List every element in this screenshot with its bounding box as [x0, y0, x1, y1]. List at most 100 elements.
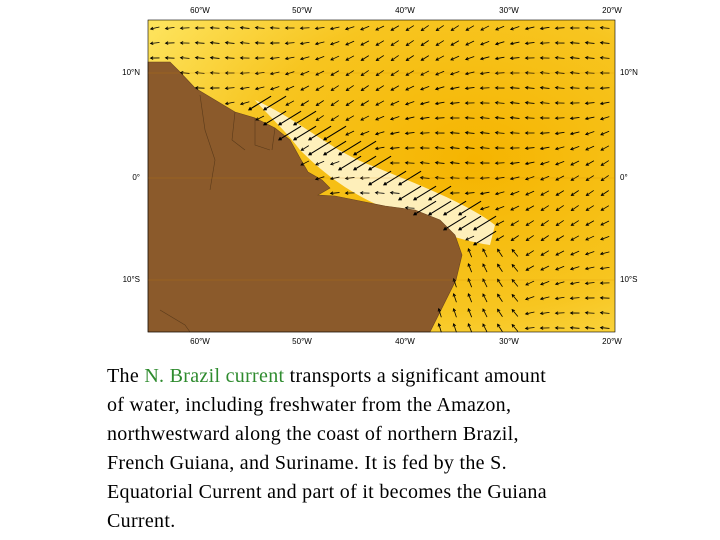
lat-label: 10°S: [123, 275, 140, 284]
vector-arrow: [584, 281, 595, 286]
vector-arrow: [390, 55, 399, 62]
vector-arrow: [570, 190, 579, 196]
vector-arrow: [464, 146, 475, 150]
vector-arrow: [497, 308, 503, 317]
vector-arrow: [510, 205, 520, 211]
vector-arrow: [360, 40, 370, 46]
vector-arrow: [584, 26, 595, 30]
vector-arrow: [345, 85, 354, 92]
vector-arrow: [599, 266, 610, 271]
vector-arrow: [540, 265, 550, 271]
vector-arrow: [344, 191, 355, 195]
vector-arrow: [584, 311, 595, 315]
vector-arrow: [315, 85, 325, 91]
vector-arrow: [465, 235, 475, 241]
vector-arrow: [480, 25, 490, 31]
vector-arrow: [464, 86, 475, 91]
vector-arrow: [599, 101, 610, 106]
vector-arrow: [465, 25, 475, 31]
vector-arrow: [599, 326, 610, 330]
vector-arrow: [307, 140, 332, 156]
vector-arrow: [427, 200, 452, 216]
vector-arrow: [300, 145, 310, 151]
vector-arrow: [449, 86, 460, 91]
vector-arrow: [449, 146, 460, 150]
vector-arrow: [449, 131, 460, 135]
caption-text: transports a significant amount: [289, 365, 547, 387]
vector-arrow: [554, 56, 565, 60]
vector-arrow: [330, 85, 339, 91]
vector-arrow: [497, 263, 503, 272]
vector-arrow: [584, 116, 595, 121]
vector-arrow: [269, 26, 280, 30]
vector-arrow: [497, 248, 503, 257]
vector-arrow: [540, 205, 550, 211]
vector-arrow: [262, 110, 287, 126]
vector-arrow: [467, 323, 473, 333]
vector-arrow: [494, 101, 505, 105]
vector-arrow: [292, 125, 317, 141]
vector-arrow: [540, 250, 550, 256]
vector-arrow: [224, 56, 235, 60]
vector-arrow: [494, 191, 505, 196]
vector-arrow: [434, 86, 445, 91]
vector-arrow: [554, 41, 565, 45]
vector-arrow: [374, 191, 385, 195]
current-map: 60°W 50°W 40°W 30°W 20°W 60°W 50°W 40°W 30°W 20°W…: [122, 6, 638, 346]
vector-arrow: [322, 140, 347, 156]
vector-arrow: [367, 155, 392, 171]
vector-arrow: [479, 191, 490, 196]
vector-arrow: [585, 205, 594, 211]
vector-arrow: [510, 235, 519, 241]
vector-arrow: [360, 55, 370, 61]
vector-arrow: [315, 56, 325, 61]
vector-arrow: [599, 281, 610, 285]
vector-arrow: [194, 86, 205, 90]
vector-arrow: [449, 191, 460, 195]
vector-arrow: [599, 86, 610, 90]
vector-arrow: [570, 205, 579, 212]
vector-arrow: [419, 131, 430, 135]
vector-arrow: [450, 55, 460, 61]
vector-arrow: [569, 281, 580, 286]
vector-arrow: [555, 205, 564, 211]
vector-arrow: [524, 161, 535, 166]
vector-arrow: [360, 130, 370, 136]
vector-arrow: [254, 26, 265, 30]
vector-arrow: [390, 25, 400, 31]
vector-arrow: [554, 281, 565, 286]
vector-arrow: [435, 25, 444, 32]
lat-label: 0°: [132, 173, 140, 182]
vector-arrow: [314, 41, 325, 46]
vector-arrow: [497, 293, 503, 302]
vector-arrow: [554, 116, 565, 120]
caption-line: Equatorial Current and part of it become…: [107, 481, 547, 503]
vector-arrow: [600, 160, 610, 166]
vector-arrow: [480, 40, 490, 46]
vector-arrow: [389, 191, 400, 195]
vector-arrow: [584, 86, 595, 90]
vector-arrow: [509, 86, 520, 90]
vector-arrow: [434, 131, 445, 135]
vector-arrow: [525, 220, 534, 226]
vector-arrow: [269, 86, 280, 91]
vector-arrow: [524, 116, 535, 120]
vector-arrow: [285, 85, 295, 91]
vector-arrow: [494, 131, 505, 135]
vector-arrow: [209, 26, 220, 30]
vector-arrow: [427, 185, 452, 201]
vector-arrow: [375, 115, 385, 121]
lon-label: 40°W: [395, 6, 415, 15]
vector-arrow: [435, 55, 445, 61]
vector-arrow: [599, 296, 610, 300]
vector-arrow: [495, 25, 505, 31]
vector-arrow: [284, 56, 295, 61]
vector-arrow: [585, 235, 595, 241]
vector-arrow: [389, 116, 400, 121]
vector-arrow: [164, 26, 175, 31]
vector-arrow: [479, 131, 490, 135]
vector-arrow: [337, 140, 362, 156]
vector-arrow: [569, 116, 580, 121]
vector-arrow: [509, 41, 520, 46]
vector-arrow: [239, 86, 250, 91]
